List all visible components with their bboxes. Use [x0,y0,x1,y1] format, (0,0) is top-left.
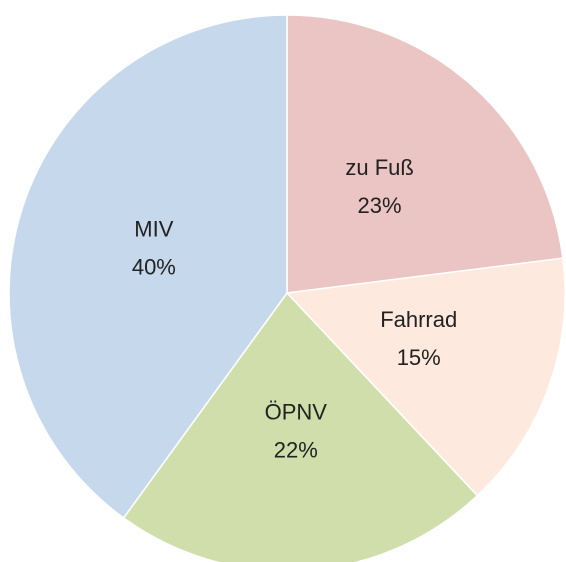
slice-value-label: 23% [358,193,402,218]
pie-slice [285,257,566,497]
slice-label: Fahrrad [380,307,457,332]
slice-value-label: 40% [132,255,176,280]
pie-slice [286,14,564,294]
slice-label: MIV [134,217,173,242]
slice-label: zu Fuß [345,155,413,180]
pie-slice [122,291,479,562]
slice-label: ÖPNV [265,400,328,425]
pie-slice [8,14,288,519]
slice-value-label: 22% [274,438,318,463]
slice-value-label: 15% [397,345,441,370]
